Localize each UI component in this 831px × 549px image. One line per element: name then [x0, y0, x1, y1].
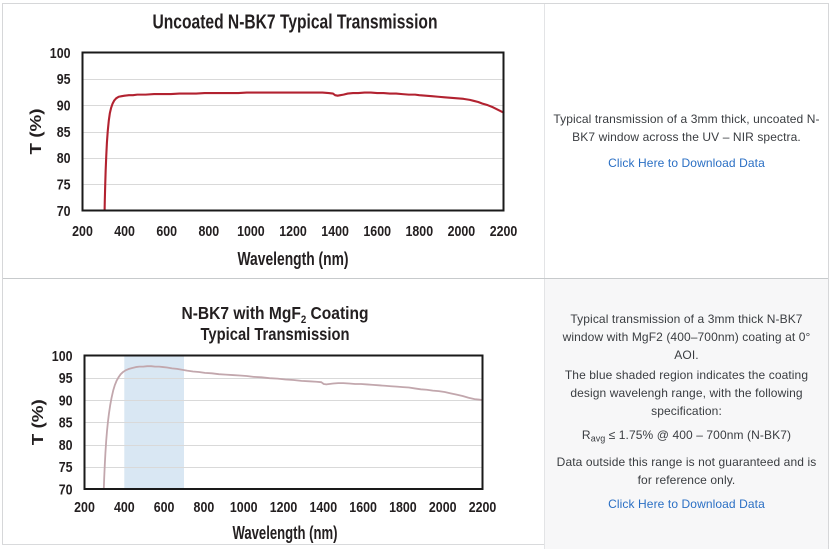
chart-title: N-BK7 with MgF2 Coating — [182, 303, 369, 326]
coated-download-data-link[interactable]: Click Here to Download Data — [608, 497, 765, 512]
coated-caption-text: Typical transmission of a 3mm thick N-BK… — [562, 311, 811, 362]
y-tick-label: 85 — [57, 124, 71, 141]
uncoated-download-data-link[interactable]: Click Here to Download Data — [608, 156, 765, 170]
spec-requirement: ≤ 1.75% @ 400 – 700nm (N-BK7) — [605, 427, 792, 442]
y-tick-label: 85 — [59, 415, 73, 432]
y-tick-label: 70 — [57, 203, 71, 220]
x-tick-label: 2000 — [448, 223, 476, 240]
title-subscript: 2 — [301, 314, 306, 326]
chart-title: Uncoated N-BK7 Typical Transmission — [153, 12, 438, 34]
transmission-curve — [103, 91, 505, 212]
y-tick-label: 90 — [57, 98, 71, 115]
panel-border-top — [2, 3, 829, 4]
coated-transmission-chart: N-BK7 with MgF2 Coating Typical Transmiss… — [3, 279, 544, 544]
y-tick-label: 100 — [52, 348, 73, 365]
chart-canvas: Uncoated N-BK7 Typical Transmission 100 95… — [28, 12, 518, 270]
y-tick-label: 95 — [59, 370, 73, 387]
x-tick-label: 1200 — [279, 223, 307, 240]
x-tick-label: 1200 — [270, 499, 298, 516]
coated-chart-cell: N-BK7 with MgF2 Coating Typical Transmiss… — [3, 279, 544, 544]
x-tick-label: 1600 — [349, 499, 377, 516]
x-tick-label: 400 — [114, 223, 135, 240]
x-tick-label: 200 — [74, 499, 95, 516]
x-axis-label: Wavelength (nm) — [233, 523, 338, 543]
y-tick-label: 75 — [57, 177, 71, 194]
uncoated-caption-text: Typical transmission of a 3mm thick, unc… — [553, 112, 820, 144]
panel-border-right — [828, 3, 829, 549]
x-tick-label: 1800 — [389, 499, 417, 516]
y-axis-label: T (%) — [30, 399, 47, 445]
coated-caption-cell: Typical transmission of a 3mm thick N-BK… — [545, 279, 828, 549]
x-tick-label: 1400 — [310, 499, 338, 516]
coating-spec-text: Ravg ≤ 1.75% @ 400 – 700nm (N-BK7) — [548, 426, 826, 448]
x-axis-label: Wavelength (nm) — [238, 249, 349, 269]
x-tick-label: 1600 — [363, 223, 391, 240]
coating-band-note-text: The blue shaded region indicates the coa… — [564, 367, 809, 418]
x-tick-label: 1800 — [406, 223, 434, 240]
column-divider — [544, 4, 545, 549]
x-tick-label: 2200 — [490, 223, 518, 240]
uncoated-caption-cell: Typical transmission of a 3mm thick, unc… — [545, 4, 828, 278]
plot-frame — [83, 354, 484, 490]
y-tick-label: 95 — [57, 71, 71, 88]
chart-title: Typical Transmission — [201, 324, 350, 344]
x-tick-label: 1400 — [321, 223, 349, 240]
y-tick-label: 75 — [59, 459, 73, 476]
x-tick-label: 800 — [198, 223, 219, 240]
x-tick-label: 600 — [154, 499, 175, 516]
spec-subscript: avg — [590, 433, 606, 444]
coated-caption-block: Typical transmission of a 3mm thick N-BK… — [548, 310, 826, 514]
uncoated-chart-cell: Uncoated N-BK7 Typical Transmission 100 95… — [3, 4, 544, 278]
panel-border-left — [2, 3, 3, 545]
out-of-range-note-text: Data outside this range is not guarantee… — [556, 455, 817, 488]
spec-prefix: R — [581, 427, 591, 442]
x-tick-label: 1000 — [230, 499, 258, 516]
transmission-curve — [102, 365, 484, 490]
y-axis-label: T (%) — [28, 109, 45, 155]
uncoated-transmission-chart: Uncoated N-BK7 Typical Transmission 100 95… — [3, 4, 544, 278]
x-tick-label: 400 — [114, 499, 135, 516]
plot-frame — [81, 51, 505, 212]
y-tick-label: 70 — [59, 481, 73, 498]
x-tick-label: 600 — [156, 223, 177, 240]
x-tick-label: 800 — [194, 499, 215, 516]
x-tick-label: 2200 — [469, 499, 497, 516]
uncoated-caption-block: Typical transmission of a 3mm thick, unc… — [548, 110, 826, 172]
row-divider — [3, 278, 828, 279]
x-tick-label: 200 — [72, 223, 93, 240]
x-tick-label: 1000 — [237, 223, 265, 240]
x-tick-label: 2000 — [429, 499, 457, 516]
y-tick-label: 100 — [50, 45, 71, 62]
y-tick-label: 80 — [59, 437, 73, 454]
y-tick-label: 80 — [57, 150, 71, 167]
y-tick-label: 90 — [59, 392, 73, 409]
panel-border-bottom — [2, 544, 829, 545]
